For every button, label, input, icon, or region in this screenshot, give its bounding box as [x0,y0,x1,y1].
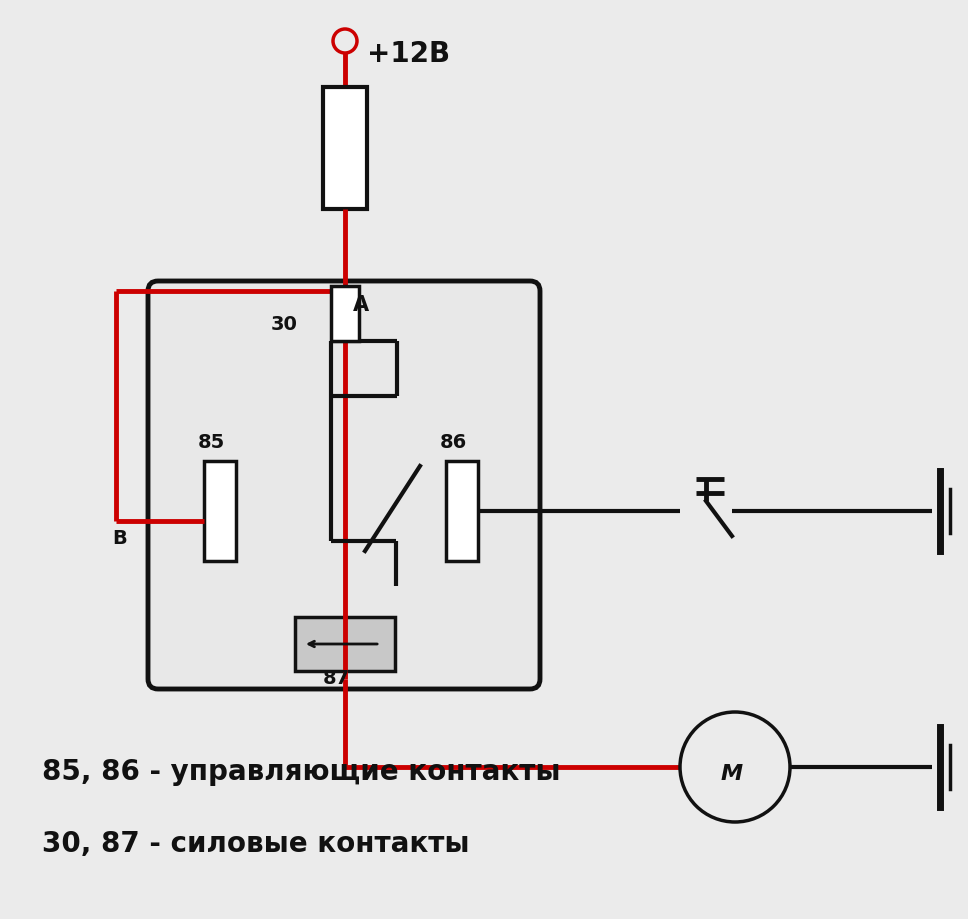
Circle shape [680,712,790,823]
Text: 85: 85 [198,433,226,451]
FancyBboxPatch shape [148,282,540,689]
Bar [446,461,478,562]
Text: 30, 87 - силовые контакты: 30, 87 - силовые контакты [42,829,469,857]
Bar [323,88,367,210]
Text: 86: 86 [440,433,468,451]
Text: +12В: +12В [367,40,450,68]
Text: A: A [353,295,369,314]
Text: 30: 30 [271,314,298,334]
Text: B: B [112,528,127,548]
Text: 85, 86 - управляющие контакты: 85, 86 - управляющие контакты [42,757,560,785]
Text: 87: 87 [323,668,350,687]
Circle shape [333,30,357,54]
Text: М: М [721,763,743,783]
Bar [295,618,395,671]
Bar [204,461,236,562]
Bar [331,287,359,342]
